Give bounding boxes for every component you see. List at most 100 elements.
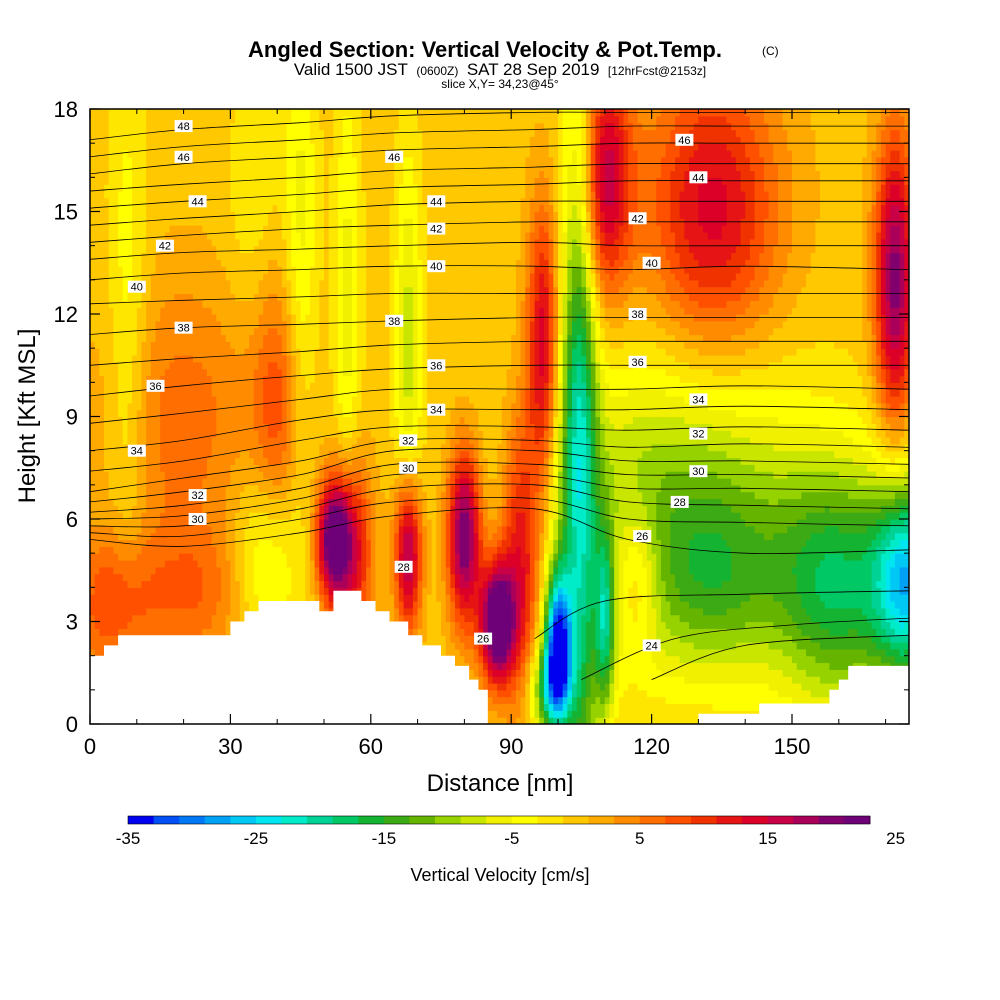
velocity-cell	[281, 170, 288, 178]
velocity-cell	[277, 307, 283, 315]
velocity-cell	[216, 443, 222, 452]
velocity-cell	[244, 573, 250, 582]
velocity-cell	[342, 437, 348, 445]
velocity-cell	[164, 594, 171, 602]
velocity-cell	[108, 163, 114, 172]
velocity-cell	[244, 416, 250, 424]
velocity-cell	[267, 211, 274, 219]
velocity-cell	[333, 163, 339, 172]
velocity-cell	[338, 109, 344, 117]
velocity-cell	[291, 368, 297, 377]
velocity-cell	[183, 594, 189, 602]
velocity-cell	[132, 396, 138, 404]
velocity-cell	[267, 156, 274, 165]
velocity-cell	[169, 293, 175, 301]
velocity-cell	[249, 478, 255, 486]
velocity-cell	[277, 594, 283, 602]
velocity-cell	[216, 519, 222, 527]
velocity-cell	[277, 122, 283, 131]
velocity-cell	[324, 525, 330, 534]
velocity-cell	[258, 368, 264, 377]
velocity-cell	[207, 539, 213, 547]
velocity-cell	[104, 573, 110, 582]
velocity-cell	[192, 115, 199, 124]
velocity-cell	[239, 197, 246, 206]
velocity-cell	[239, 519, 246, 527]
velocity-cell	[183, 566, 189, 575]
velocity-cell	[141, 430, 147, 438]
velocity-cell	[291, 279, 297, 288]
velocity-cell	[136, 273, 143, 281]
velocity-cell	[127, 150, 133, 158]
velocity-cell	[169, 402, 175, 411]
velocity-cell	[104, 293, 110, 301]
velocity-cell	[160, 484, 166, 493]
velocity-cell	[113, 320, 119, 329]
velocity-cell	[314, 464, 320, 472]
velocity-cell	[155, 341, 161, 349]
velocity-cell	[333, 307, 339, 315]
velocity-cell	[104, 286, 110, 295]
velocity-cell	[253, 341, 260, 349]
velocity-cell	[113, 184, 119, 192]
velocity-cell	[183, 211, 189, 219]
velocity-cell	[174, 519, 180, 527]
velocity-cell	[108, 327, 114, 336]
velocity-cell	[272, 498, 278, 506]
velocity-cell	[263, 177, 269, 185]
velocity-cell	[207, 601, 213, 609]
velocity-cell	[342, 150, 348, 158]
velocity-cell	[136, 245, 143, 254]
velocity-cell	[328, 491, 334, 500]
velocity-cell	[324, 416, 330, 424]
velocity-cell	[108, 245, 114, 254]
velocity-cell	[141, 211, 147, 219]
velocity-cell	[113, 512, 119, 520]
velocity-cell	[155, 232, 161, 240]
velocity-cell	[342, 191, 348, 199]
velocity-cell	[309, 197, 316, 206]
velocity-cell	[94, 314, 100, 322]
velocity-cell	[338, 519, 344, 527]
velocity-cell	[230, 191, 236, 199]
velocity-cell	[253, 437, 260, 445]
velocity-cell	[267, 464, 274, 472]
velocity-cell	[221, 382, 227, 390]
velocity-cell	[249, 498, 255, 506]
velocity-cell	[239, 122, 246, 131]
velocity-cell	[178, 225, 185, 233]
velocity-cell	[160, 211, 166, 219]
velocity-cell	[192, 122, 199, 131]
velocity-cell	[197, 532, 203, 541]
velocity-cell	[188, 525, 194, 534]
velocity-cell	[169, 457, 175, 465]
velocity-cell	[319, 478, 325, 486]
velocity-cell	[150, 266, 157, 274]
velocity-cell	[94, 512, 100, 520]
velocity-cell	[230, 430, 236, 438]
velocity-cell	[141, 628, 147, 636]
velocity-cell	[211, 368, 217, 377]
velocity-cell	[141, 115, 147, 124]
velocity-cell	[118, 621, 124, 629]
velocity-cell	[333, 389, 339, 397]
velocity-cell	[314, 478, 320, 486]
velocity-cell	[342, 279, 348, 288]
velocity-cell	[169, 177, 175, 185]
velocity-cell	[94, 122, 100, 131]
velocity-cell	[146, 519, 152, 527]
velocity-cell	[249, 443, 255, 452]
velocity-cell	[113, 273, 119, 281]
velocity-cell	[136, 375, 143, 383]
velocity-cell	[136, 218, 143, 226]
velocity-cell	[127, 484, 133, 493]
velocity-cell	[141, 498, 147, 506]
velocity-cell	[99, 525, 105, 534]
velocity-cell	[192, 573, 199, 582]
velocity-cell	[178, 601, 185, 609]
velocity-cell	[305, 197, 311, 206]
velocity-cell	[333, 539, 339, 547]
velocity-cell	[309, 587, 316, 595]
velocity-cell	[267, 122, 274, 131]
velocity-cell	[235, 355, 241, 363]
